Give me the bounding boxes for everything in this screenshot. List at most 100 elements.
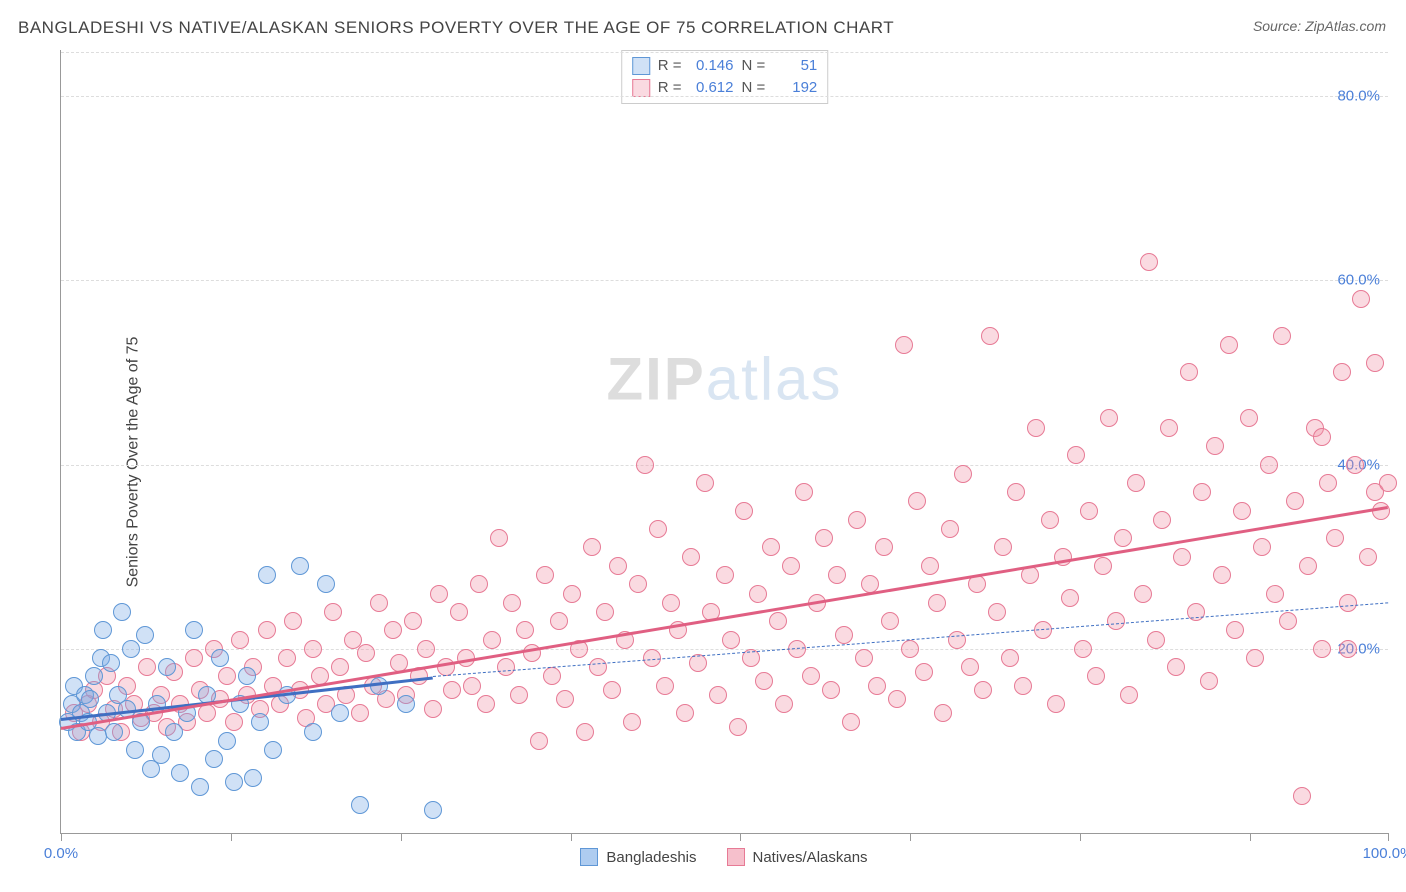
gridline <box>61 465 1388 466</box>
scatter-point <box>921 557 939 575</box>
scatter-point <box>556 690 574 708</box>
scatter-point <box>948 631 966 649</box>
scatter-point <box>1213 566 1231 584</box>
scatter-point <box>888 690 906 708</box>
scatter-point <box>603 681 621 699</box>
scatter-point <box>1352 290 1370 308</box>
stats-swatch-1 <box>632 79 650 97</box>
scatter-point <box>1001 649 1019 667</box>
y-tick-label: 80.0% <box>1337 88 1380 105</box>
scatter-point <box>1173 548 1191 566</box>
scatter-point <box>81 690 99 708</box>
watermark-atlas: atlas <box>706 345 843 412</box>
scatter-point <box>1346 456 1364 474</box>
stats-n-value-0: 51 <box>773 55 817 77</box>
scatter-point <box>662 594 680 612</box>
scatter-point <box>205 750 223 768</box>
scatter-point <box>1120 686 1138 704</box>
legend-item-1: Natives/Alaskans <box>727 848 868 866</box>
scatter-point <box>258 566 276 584</box>
scatter-point <box>291 557 309 575</box>
chart-area: Seniors Poverty Over the Age of 75 ZIPat… <box>18 50 1388 874</box>
scatter-point <box>954 465 972 483</box>
scatter-point <box>550 612 568 630</box>
gridline <box>61 280 1388 281</box>
scatter-point <box>696 474 714 492</box>
scatter-point <box>1279 612 1297 630</box>
scatter-point <box>331 658 349 676</box>
scatter-point <box>563 585 581 603</box>
scatter-point <box>497 658 515 676</box>
scatter-point <box>225 773 243 791</box>
watermark-zip: ZIP <box>606 345 705 412</box>
scatter-point <box>251 713 269 731</box>
bottom-legend: Bangladeshis Natives/Alaskans <box>60 840 1388 874</box>
scatter-point <box>304 723 322 741</box>
scatter-point <box>868 677 886 695</box>
scatter-point <box>822 681 840 699</box>
legend-item-0: Bangladeshis <box>580 848 696 866</box>
scatter-point <box>430 585 448 603</box>
scatter-point <box>855 649 873 667</box>
scatter-point <box>576 723 594 741</box>
scatter-point <box>284 612 302 630</box>
scatter-point <box>211 649 229 667</box>
scatter-point <box>735 502 753 520</box>
scatter-point <box>530 732 548 750</box>
scatter-point <box>351 796 369 814</box>
scatter-point <box>895 336 913 354</box>
scatter-point <box>769 612 787 630</box>
scatter-point <box>842 713 860 731</box>
scatter-point <box>136 626 154 644</box>
scatter-point <box>351 704 369 722</box>
scatter-point <box>636 456 654 474</box>
scatter-point <box>1160 419 1178 437</box>
scatter-point <box>185 649 203 667</box>
plot-area: ZIPatlas R = 0.146 N = 51 R = 0.612 N = … <box>60 50 1388 834</box>
scatter-point <box>915 663 933 681</box>
scatter-point <box>463 677 481 695</box>
scatter-point <box>536 566 554 584</box>
scatter-point <box>1114 529 1132 547</box>
scatter-point <box>1074 640 1092 658</box>
scatter-point <box>324 603 342 621</box>
scatter-point <box>755 672 773 690</box>
scatter-point <box>113 603 131 621</box>
scatter-point <box>623 713 641 731</box>
scatter-point <box>988 603 1006 621</box>
scatter-point <box>424 801 442 819</box>
scatter-point <box>516 621 534 639</box>
scatter-point <box>1240 409 1258 427</box>
scatter-point <box>1206 437 1224 455</box>
scatter-point <box>1014 677 1032 695</box>
scatter-point <box>1293 787 1311 805</box>
scatter-point <box>928 594 946 612</box>
scatter-point <box>218 732 236 750</box>
scatter-point <box>1319 474 1337 492</box>
scatter-point <box>1107 612 1125 630</box>
scatter-point <box>1061 589 1079 607</box>
scatter-point <box>981 327 999 345</box>
scatter-point <box>331 704 349 722</box>
scatter-point <box>443 681 461 699</box>
scatter-point <box>158 658 176 676</box>
scatter-point <box>1313 428 1331 446</box>
scatter-point <box>152 746 170 764</box>
scatter-point <box>716 566 734 584</box>
scatter-point <box>1379 474 1397 492</box>
scatter-point <box>1140 253 1158 271</box>
source-name: ZipAtlas.com <box>1305 18 1386 34</box>
scatter-point <box>1359 548 1377 566</box>
scatter-point <box>165 723 183 741</box>
scatter-point <box>1326 529 1344 547</box>
scatter-point <box>1286 492 1304 510</box>
scatter-point <box>483 631 501 649</box>
scatter-point <box>583 538 601 556</box>
scatter-point <box>1313 640 1331 658</box>
x-tick <box>1388 833 1389 841</box>
scatter-point <box>384 621 402 639</box>
scatter-point <box>357 644 375 662</box>
gridline <box>61 649 1388 650</box>
scatter-point <box>1366 354 1384 372</box>
scatter-point <box>815 529 833 547</box>
